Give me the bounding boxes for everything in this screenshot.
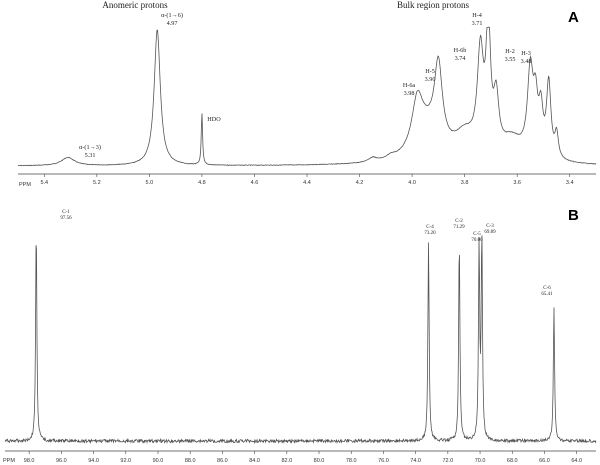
peak-shift-b: 71.29 — [453, 225, 465, 230]
peak-name-b: C-6 — [543, 286, 551, 291]
carbon-spectrum-trace — [4, 235, 597, 445]
peak-name-b: C-1 — [62, 210, 70, 215]
x-tick-label-b: 88.0 — [185, 458, 196, 464]
peak-shift-a: 4.97 — [167, 20, 178, 27]
peak-shift-b: 65.41 — [541, 292, 553, 297]
peak-shift-a: 3.90 — [425, 76, 436, 83]
x-tick-label-b: 74.0 — [410, 458, 421, 464]
x-tick-label-a: 5.4 — [40, 180, 48, 186]
peak-shift-a: 3.74 — [455, 55, 466, 62]
x-tick-label-b: 64.0 — [571, 458, 582, 464]
x-tick-label-a: 4.2 — [356, 180, 364, 186]
x-tick-label-b: 76.0 — [378, 458, 389, 464]
x-tick-label-b: 98.0 — [24, 458, 35, 464]
x-tick-label-b: 68.0 — [507, 458, 518, 464]
x-tick-label-a: 3.6 — [513, 180, 521, 186]
panel-a-1h-spectrum: Anomeric protons Bulk region protons A P… — [18, 0, 597, 188]
panel-b-13c-spectrum: B PPM 98.0 96.0 94.0 92.0 90.0 88.0 86.0 84.0 82… — [3, 207, 597, 464]
peak-name-b: C-2 — [455, 219, 463, 224]
x-tick-label-b: 80.0 — [314, 458, 325, 464]
proton-spectrum-trace — [18, 26, 597, 167]
peak-name-a: H-6b — [454, 47, 467, 54]
x-tick-label-a: 4.6 — [251, 180, 259, 186]
x-tick-label-b: 94.0 — [88, 458, 99, 464]
peak-shift-b: 70.06 — [471, 238, 483, 243]
peak-shift-a: 3.98 — [404, 90, 415, 97]
peak-name-a: α-(1→6) — [161, 12, 183, 19]
axis-unit-b: PPM — [3, 458, 15, 464]
peak-name-a: HDO — [207, 116, 221, 123]
peak-name-a: H-6a — [403, 82, 416, 89]
peak-name-b: C-4 — [426, 225, 434, 230]
peak-shift-b: 69.89 — [484, 230, 496, 235]
peak-labels-a: α-(1→3)5.31 α-(1→6)4.97 HDO H-6a3.98 H-53.90… — [79, 12, 531, 159]
x-tick-label-a: 4.0 — [408, 180, 416, 186]
x-ticks-b: 98.0 96.0 94.0 92.0 90.0 88.0 86.0 84.0 82.0 80.0… — [24, 451, 582, 464]
x-tick-label-a: 5.2 — [93, 180, 101, 186]
peak-name-a: H-4 — [472, 12, 482, 19]
peak-name-a: H-3 — [521, 50, 531, 57]
x-tick-label-a: 3.8 — [461, 180, 469, 186]
x-tick-label-b: 96.0 — [56, 458, 67, 464]
panel-letter-a: A — [568, 9, 579, 26]
x-tick-label-b: 70.0 — [475, 458, 486, 464]
panel-letter-b: B — [568, 207, 579, 224]
peak-name-a: H-2 — [505, 48, 515, 55]
x-tick-label-b: 66.0 — [539, 458, 550, 464]
peak-shift-b: 97.56 — [60, 216, 72, 221]
region-label-anomeric: Anomeric protons — [102, 0, 168, 10]
x-tick-label-b: 72.0 — [442, 458, 453, 464]
x-tick-label-a: 3.4 — [566, 180, 574, 186]
region-label-bulk: Bulk region protons — [397, 0, 469, 10]
x-tick-label-b: 90.0 — [153, 458, 164, 464]
x-tick-label-a: 4.4 — [303, 180, 311, 186]
peak-shift-a: 3.48 — [521, 58, 532, 65]
x-ticks-a: 5.4 5.2 5.0 4.8 4.6 4.4 4.2 4.0 3.8 3.6 3.4 — [40, 174, 574, 186]
x-tick-label-b: 82.0 — [281, 458, 292, 464]
x-tick-label-b: 92.0 — [120, 458, 131, 464]
peak-name-b: C-3 — [486, 224, 494, 229]
x-tick-label-b: 78.0 — [346, 458, 357, 464]
peak-shift-a: 5.31 — [85, 152, 96, 159]
peak-labels-b: C-197.56 C-473.20 C-271.29 C-570.06 C-369.89… — [60, 210, 553, 297]
peak-name-a: α-(1→3) — [79, 144, 101, 151]
peak-shift-a: 3.71 — [472, 20, 483, 27]
x-tick-label-a: 5.0 — [146, 180, 154, 186]
axis-unit-a: PPM — [19, 182, 31, 188]
peak-name-a: H-5 — [425, 68, 435, 75]
peak-name-b: C-5 — [473, 232, 481, 237]
peak-shift-b: 73.20 — [424, 231, 436, 236]
x-tick-label-b: 86.0 — [217, 458, 228, 464]
x-tick-label-b: 84.0 — [249, 458, 260, 464]
x-tick-label-a: 4.8 — [198, 180, 206, 186]
peak-shift-a: 3.55 — [505, 56, 516, 63]
